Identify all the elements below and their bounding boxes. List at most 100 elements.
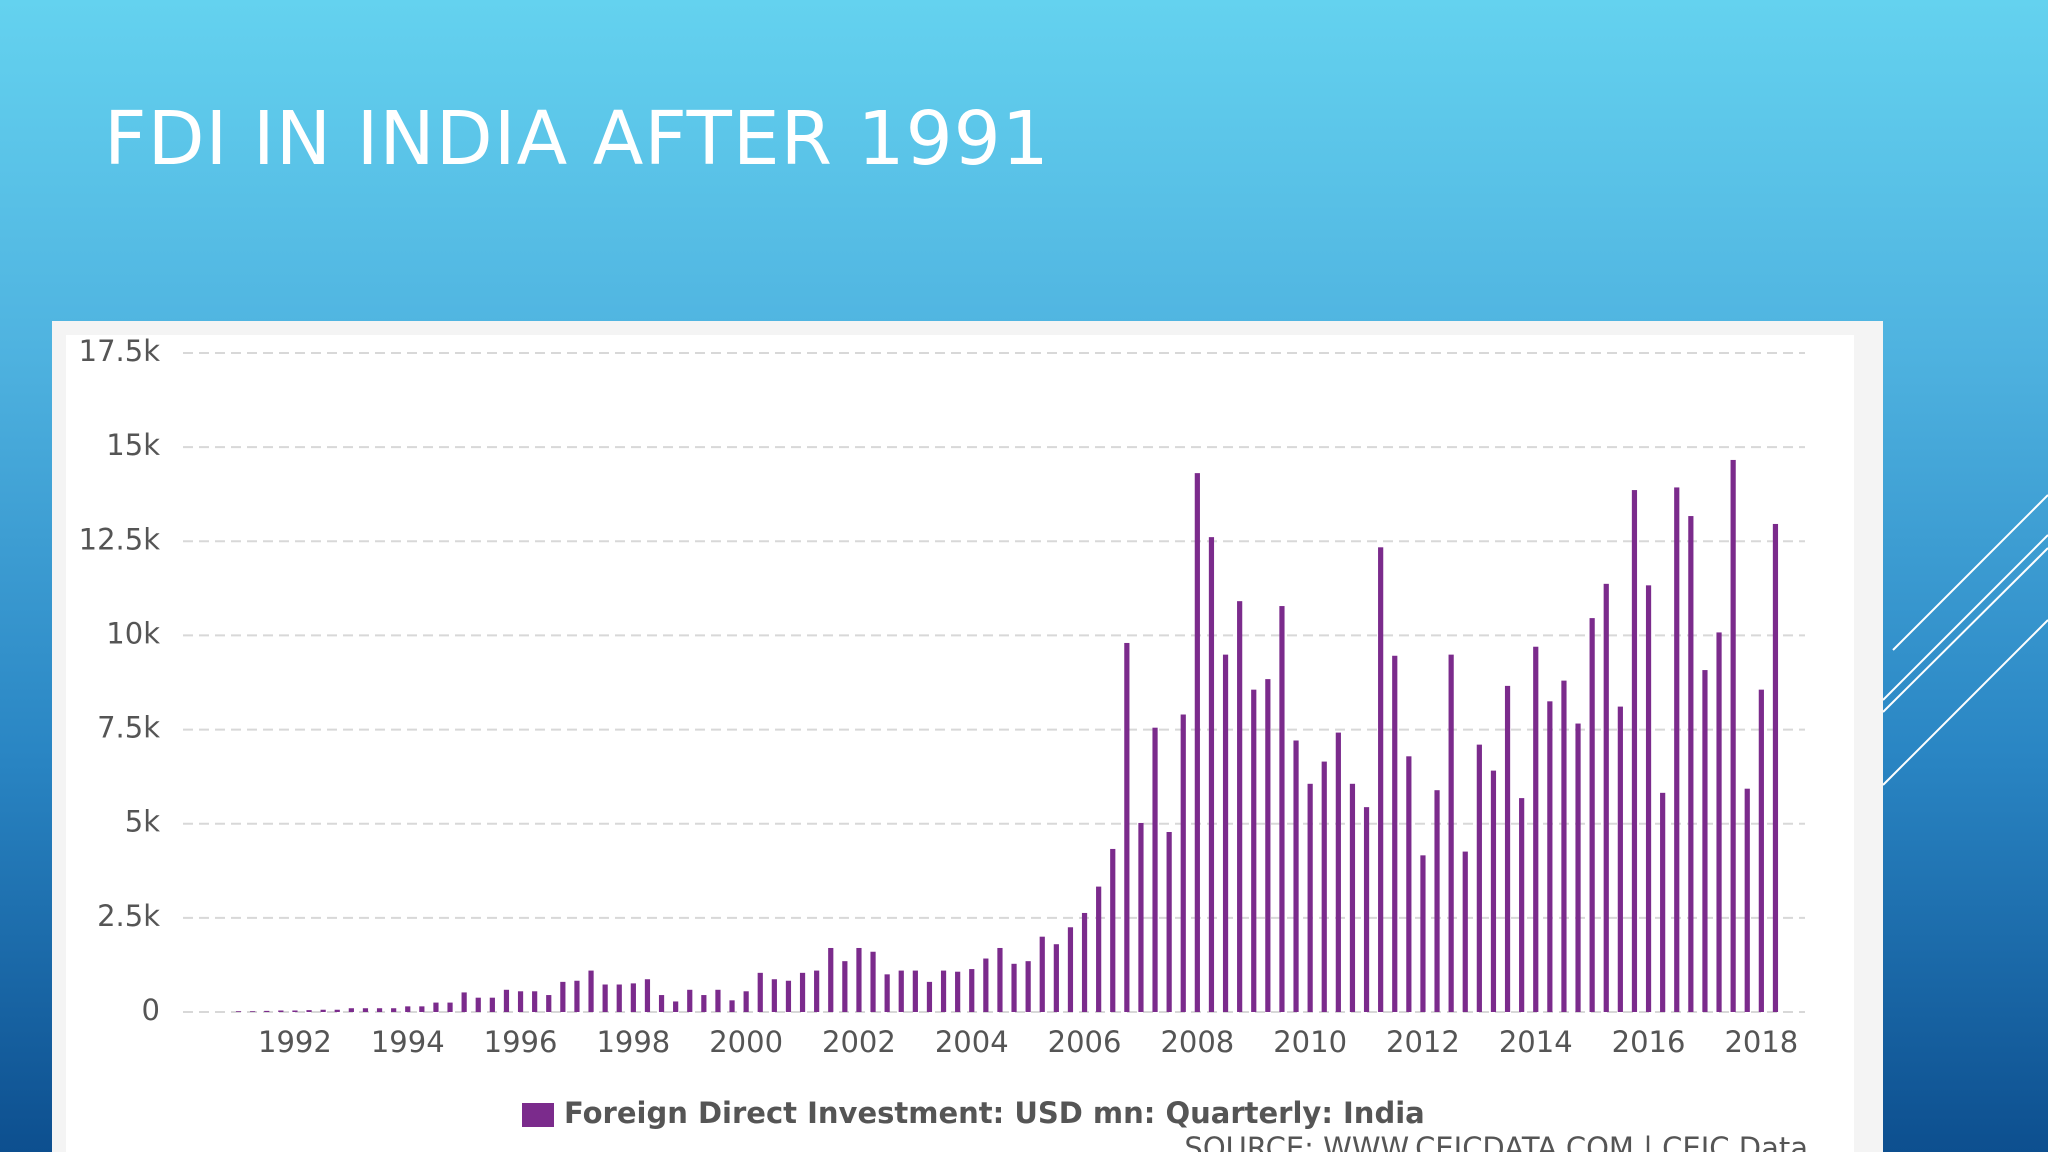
y-tick-label: 7.5k [97, 711, 160, 745]
bar [687, 989, 693, 1012]
bar [616, 984, 622, 1012]
bar [1378, 547, 1384, 1012]
bar [1180, 714, 1186, 1012]
bar [1251, 689, 1257, 1012]
bar [1448, 654, 1454, 1012]
bar [1307, 783, 1313, 1012]
bar [715, 989, 721, 1012]
bar [447, 1002, 453, 1012]
bar [729, 1000, 735, 1012]
bar [644, 979, 651, 1012]
bar [1547, 701, 1553, 1012]
bar [658, 995, 665, 1012]
x-tick-label: 2010 [1273, 1025, 1347, 1059]
bar [1660, 792, 1666, 1012]
deco-line [1882, 619, 2048, 786]
bar [926, 981, 933, 1012]
x-tick-label: 2006 [1048, 1025, 1122, 1059]
bar [1166, 831, 1172, 1012]
bar [940, 970, 947, 1012]
bar [1138, 822, 1144, 1012]
bar [1758, 689, 1764, 1012]
bar [701, 995, 707, 1012]
bar [799, 972, 806, 1012]
bar [362, 1008, 369, 1012]
x-tick-label: 2002 [822, 1025, 896, 1059]
bar [1617, 706, 1623, 1012]
bar [376, 1008, 383, 1012]
bar [1363, 807, 1370, 1012]
bar [673, 1001, 679, 1012]
bar [1279, 606, 1285, 1012]
y-tick-label: 12.5k [79, 522, 161, 556]
bar [1406, 756, 1412, 1012]
bar [1420, 855, 1426, 1012]
bar [743, 991, 749, 1012]
source-note: SOURCE: WWW.CEICDATA.COM | CEIC Data [1184, 1131, 1808, 1152]
bar [1293, 740, 1299, 1012]
bar [391, 1008, 397, 1012]
bar [955, 971, 961, 1012]
bar [1096, 886, 1102, 1012]
bar [1504, 685, 1511, 1012]
bar [1237, 601, 1243, 1012]
bar [1575, 723, 1581, 1012]
bar [1349, 783, 1356, 1012]
bar [419, 1006, 425, 1012]
x-tick-label: 2004 [935, 1025, 1009, 1059]
bar [348, 1008, 354, 1012]
bar [1208, 537, 1215, 1012]
bar [785, 980, 792, 1012]
y-tick-label: 2.5k [97, 899, 160, 933]
y-tick-label: 10k [106, 616, 160, 650]
bar [1265, 679, 1271, 1012]
slide-title: FDI IN INDIA AFTER 1991 [104, 96, 1050, 182]
bar [1519, 798, 1525, 1012]
bar [1533, 646, 1539, 1012]
bar [1730, 459, 1736, 1012]
bar [1476, 744, 1482, 1012]
y-tick-label: 15k [106, 428, 160, 462]
decoration [1882, 494, 2048, 786]
deco-line [1882, 534, 2048, 701]
bar [461, 992, 467, 1012]
bar [856, 947, 862, 1012]
bar [1110, 848, 1116, 1012]
bar [433, 1002, 439, 1012]
bar [1321, 761, 1327, 1012]
bar [828, 947, 834, 1012]
x-tick-label: 1998 [596, 1025, 670, 1059]
y-tick-label: 0 [142, 993, 160, 1027]
bar [1716, 632, 1722, 1012]
bar [475, 997, 481, 1012]
y-tick-label: 17.5k [79, 334, 161, 368]
bar [870, 951, 876, 1012]
x-tick-label: 2012 [1386, 1025, 1460, 1059]
bar [1011, 963, 1017, 1012]
deco-line [1892, 494, 2048, 651]
bar [1603, 583, 1609, 1012]
x-tick-label: 1994 [371, 1025, 445, 1059]
bar [1631, 490, 1638, 1012]
bar [1744, 788, 1750, 1012]
x-tick-label: 2014 [1499, 1025, 1573, 1059]
bar [250, 1011, 256, 1012]
bar [1124, 642, 1130, 1012]
x-tick-label: 2016 [1612, 1025, 1686, 1059]
bar [1434, 790, 1440, 1012]
legend-label: Foreign Direct Investment: USD mn: Quart… [564, 1096, 1425, 1130]
bar [983, 958, 989, 1012]
bar [630, 983, 636, 1012]
bar [1194, 473, 1200, 1012]
bar [306, 1010, 312, 1012]
x-tick-label: 1996 [484, 1025, 558, 1059]
bar [1222, 654, 1229, 1012]
bar [1589, 618, 1595, 1012]
deco-line [1882, 547, 2048, 713]
bar [334, 1009, 340, 1012]
bar [1335, 732, 1341, 1012]
plot-panel [66, 335, 1854, 1152]
bar [560, 981, 566, 1012]
bar [1561, 680, 1567, 1012]
